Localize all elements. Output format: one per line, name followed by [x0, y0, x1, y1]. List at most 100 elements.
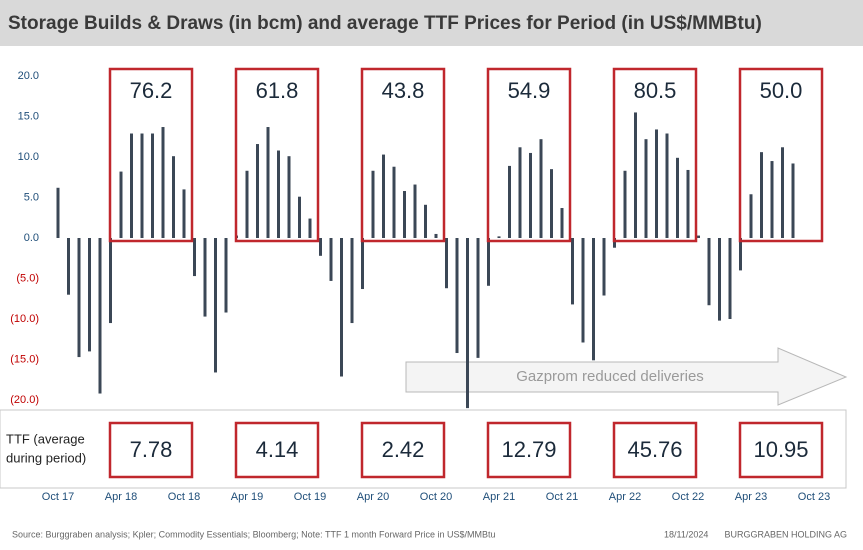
bar [728, 238, 732, 319]
storage-period-label: 61.8 [256, 78, 299, 103]
bar [371, 170, 375, 238]
ttf-label: during period) [6, 450, 86, 465]
bar [497, 236, 501, 238]
y-tick-label: (20.0) [10, 394, 39, 406]
bar [287, 156, 291, 238]
bar [77, 238, 81, 358]
bar [350, 238, 354, 324]
ttf-label: TTF (average [6, 431, 85, 446]
ttf-box [108, 421, 194, 479]
bar [182, 189, 186, 238]
bar [193, 238, 196, 277]
bar [140, 133, 144, 238]
bar [644, 139, 648, 238]
x-tick-label: Apr 22 [609, 491, 641, 503]
x-tick-label: Apr 21 [483, 491, 515, 503]
bar [298, 196, 301, 238]
ttf-period-label: 4.14 [256, 437, 299, 462]
bar [224, 238, 228, 313]
x-tick-label: Apr 18 [105, 491, 137, 503]
bar [56, 187, 60, 238]
bar [319, 238, 322, 256]
bar [529, 152, 532, 238]
bar [382, 154, 385, 238]
bar [571, 238, 574, 305]
bar [424, 204, 427, 238]
x-tick-label: Oct 20 [420, 491, 452, 503]
bar [760, 152, 763, 238]
y-tick-label: (15.0) [10, 353, 39, 365]
period-box [612, 67, 698, 243]
ttf-box [486, 421, 572, 479]
bar [581, 238, 585, 343]
bar [308, 218, 312, 238]
bar [455, 238, 459, 354]
bar [781, 147, 784, 238]
bar [791, 163, 795, 238]
bar [686, 169, 690, 238]
ttf-box [612, 421, 698, 479]
bar [749, 194, 753, 238]
bar [109, 238, 112, 324]
x-tick-label: Apr 23 [735, 491, 767, 503]
bar [466, 238, 469, 409]
bar [476, 238, 480, 358]
ttf-period-label: 45.76 [627, 437, 682, 462]
bar [718, 238, 721, 321]
y-tick-label: (10.0) [10, 313, 39, 325]
bar [707, 238, 711, 306]
title-bar [0, 0, 863, 46]
storage-period-label: 76.2 [130, 78, 173, 103]
source: Source: Burggraben analysis; Kpler; Comm… [12, 529, 496, 539]
y-tick-label: 10.0 [18, 151, 39, 163]
bar [392, 166, 396, 238]
ttf-period-label: 7.78 [130, 437, 173, 462]
ttf-box [360, 421, 446, 479]
bar [203, 238, 207, 317]
bar [88, 238, 91, 352]
bar [434, 233, 438, 238]
y-tick-label: 0.0 [24, 232, 39, 244]
bar [340, 238, 343, 377]
bar [770, 161, 774, 238]
bar [602, 238, 606, 296]
ttf-box [738, 421, 824, 479]
period-box [234, 67, 320, 243]
bar [508, 165, 511, 238]
bar [161, 127, 165, 238]
bar [256, 144, 259, 238]
ttf-period-label: 12.79 [501, 437, 556, 462]
bar [665, 133, 669, 238]
bar [613, 238, 616, 248]
y-tick-label: 15.0 [18, 110, 39, 122]
bar [98, 238, 102, 394]
bar [676, 157, 679, 238]
x-tick-label: Oct 23 [798, 491, 830, 503]
bar [413, 184, 417, 238]
x-tick-label: Apr 19 [231, 491, 263, 503]
bar [655, 129, 658, 238]
bar [130, 133, 133, 238]
bar [172, 156, 175, 238]
bar [592, 238, 595, 361]
x-tick-label: Oct 22 [672, 491, 704, 503]
ttf-period-label: 2.42 [382, 437, 425, 462]
company: BURGGRABEN HOLDING AG [724, 529, 847, 539]
period-box [486, 67, 572, 243]
bar [697, 235, 700, 238]
bar [214, 238, 217, 373]
bar [266, 127, 270, 238]
bar [403, 191, 406, 238]
storage-period-label: 54.9 [508, 78, 551, 103]
bar [560, 208, 564, 238]
x-tick-label: Apr 20 [357, 491, 389, 503]
bar [539, 139, 543, 238]
bar [67, 238, 70, 295]
bar [550, 169, 553, 238]
x-tick-label: Oct 21 [546, 491, 578, 503]
date: 18/11/2024 [664, 529, 708, 539]
storage-period-label: 50.0 [760, 78, 803, 103]
bar [245, 170, 249, 238]
bar [623, 170, 627, 238]
